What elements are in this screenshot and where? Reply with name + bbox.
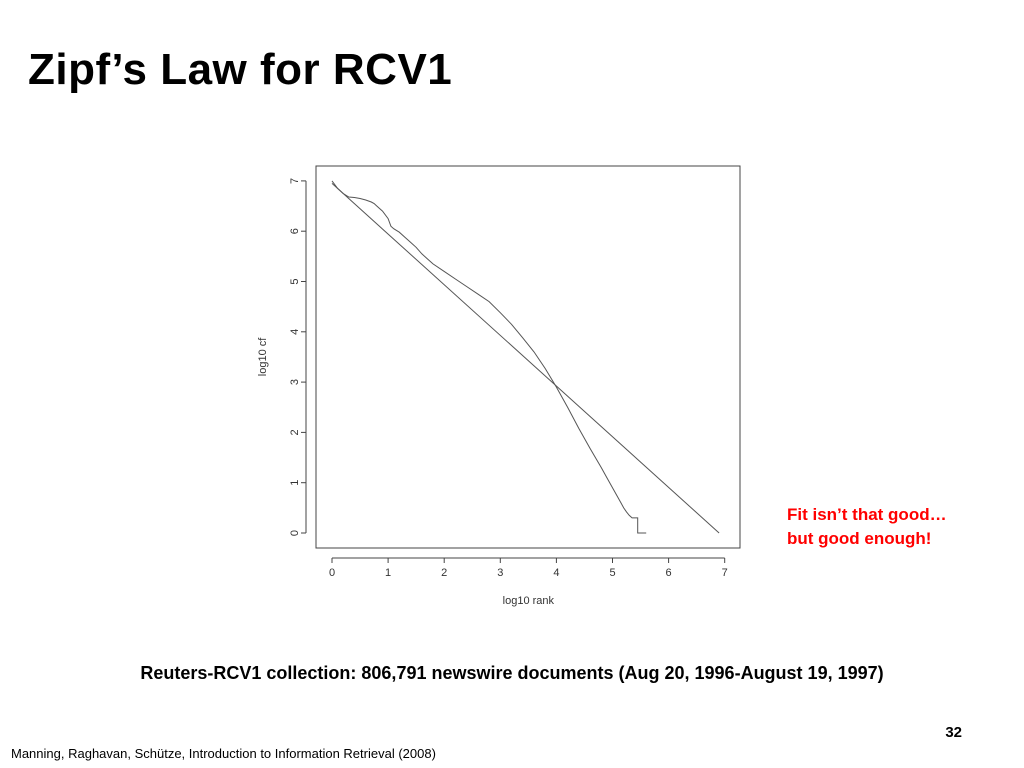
x-axis-label: log10 rank	[503, 595, 555, 607]
x-tick-label: 1	[385, 567, 391, 579]
zipf-fit-line	[331, 183, 720, 534]
annotation-line-2: but good enough!	[787, 529, 932, 548]
slide-title: Zipf’s Law for RCV1	[28, 45, 453, 94]
y-tick-label: 5	[289, 278, 301, 284]
x-tick-label: 2	[441, 567, 447, 579]
fit-annotation: Fit isn’t that good… but good enough!	[787, 503, 947, 551]
y-tick-label: 3	[289, 379, 301, 385]
y-tick-label: 2	[289, 429, 301, 435]
chart-axes: 0 1 2 3 4 5 6 7 log10 rank 0 1 2 3 4 5 6 7 log10 cf	[257, 165, 741, 607]
footer-citation: Manning, Raghavan, Schütze, Introduction…	[11, 746, 436, 761]
y-tick-label: 0	[289, 530, 301, 536]
y-tick-label: 7	[289, 178, 301, 184]
x-tick-label: 6	[666, 567, 672, 579]
x-tick-label: 4	[553, 567, 559, 579]
page-number: 32	[945, 724, 962, 741]
x-tick-label: 0	[329, 567, 335, 579]
chart-series	[331, 180, 720, 534]
zipf-empirical-line	[331, 180, 647, 534]
y-tick-label: 6	[289, 228, 301, 234]
y-tick-label: 4	[289, 329, 301, 335]
y-tick-label: 1	[289, 480, 301, 486]
collection-caption: Reuters-RCV1 collection: 806,791 newswir…	[140, 663, 884, 683]
annotation-line-1: Fit isn’t that good…	[787, 505, 947, 524]
x-tick-label: 5	[609, 567, 615, 579]
x-tick-label: 3	[497, 567, 503, 579]
x-tick-label: 7	[722, 567, 728, 579]
plot-frame	[315, 165, 741, 549]
y-axis-label: log10 cf	[257, 337, 269, 376]
